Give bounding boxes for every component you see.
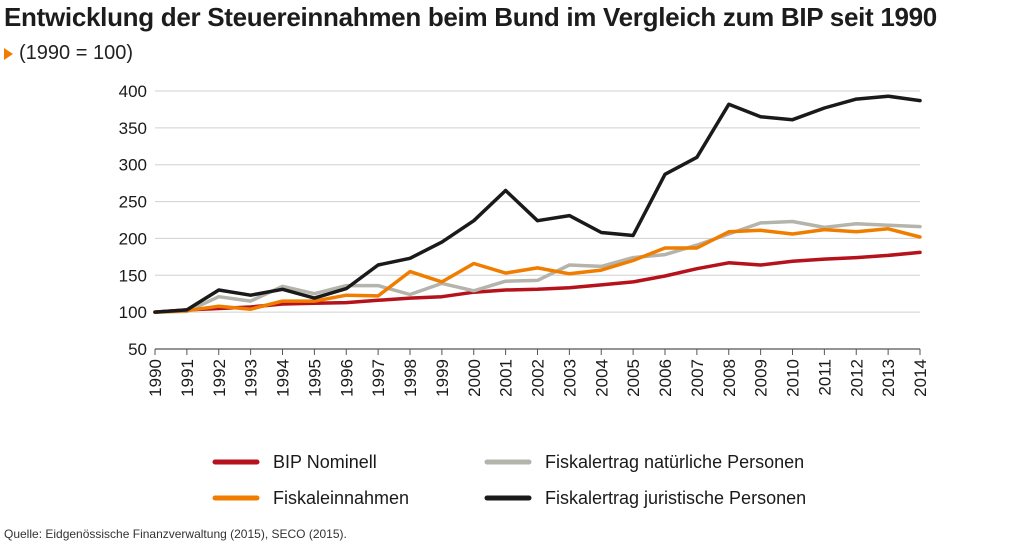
- triangle-bullet-icon: [4, 47, 13, 60]
- y-tick-label: 350: [119, 119, 147, 138]
- y-axis: 50 100 150 200 250 300 350 400: [119, 82, 147, 359]
- x-tick-label: 2008: [720, 359, 739, 397]
- series-line: [153, 227, 922, 314]
- legend: BIP Nominell Fiskalertrag natürliche Pers…: [212, 452, 806, 508]
- subtitle-text: (1990 = 100): [19, 42, 133, 64]
- x-tick-label: 2001: [497, 359, 516, 397]
- legend-label: Fiskalertrag juristische Personen: [545, 488, 806, 508]
- x-tick-label: 1997: [369, 359, 388, 397]
- x-tick-label: 1990: [146, 359, 165, 397]
- legend-label: Fiskaleinnahmen: [273, 488, 409, 508]
- x-tick-label: 2006: [656, 359, 675, 397]
- x-tick-label: 1999: [433, 359, 452, 397]
- source-note: Quelle: Eidgenössische Finanzverwaltung …: [4, 527, 347, 541]
- x-tick-label: 1991: [178, 359, 197, 397]
- y-tick-label: 300: [119, 156, 147, 175]
- legend-label: BIP Nominell: [273, 452, 377, 472]
- x-tick-label: 2005: [624, 359, 643, 397]
- x-tick-label: 1996: [337, 359, 356, 397]
- series-lines: [153, 94, 922, 314]
- x-tick-label: 2010: [784, 359, 803, 397]
- x-tick-label: 2004: [592, 359, 611, 397]
- y-tick-label: 250: [119, 193, 147, 212]
- series-line: [153, 94, 922, 314]
- x-tick-label: 2007: [688, 359, 707, 397]
- x-tick-label: 2009: [752, 359, 771, 397]
- x-tick-label: 1995: [305, 359, 324, 397]
- y-tick-label: 400: [119, 82, 147, 101]
- chart-title: Entwicklung der Steuereinnahmen beim Bun…: [4, 2, 937, 32]
- x-tick-label: 1992: [210, 359, 229, 397]
- x-tick-label: 1993: [242, 359, 261, 397]
- y-tick-label: 50: [128, 340, 147, 359]
- x-tick-label: 2013: [879, 359, 898, 397]
- series-line: [153, 219, 922, 314]
- legend-label: Fiskalertrag natürliche Personen: [545, 452, 804, 472]
- x-tick-label: 2002: [529, 359, 548, 397]
- x-tick-label: 2014: [911, 359, 930, 397]
- series-line: [153, 250, 922, 314]
- x-tick-label: 1994: [274, 359, 293, 397]
- x-tick-label: 2000: [465, 359, 484, 397]
- y-tick-label: 150: [119, 266, 147, 285]
- x-axis: 1990 1991 1992 1993 1994 1995 1996 1997 1998 1999…: [146, 349, 930, 397]
- chart-subtitle: (1990 = 100): [4, 42, 133, 65]
- x-tick-label: 2011: [815, 359, 834, 396]
- x-tick-label: 2012: [847, 359, 866, 397]
- y-tick-label: 200: [119, 229, 147, 248]
- x-tick-label: 1998: [401, 359, 420, 397]
- y-tick-label: 100: [119, 303, 147, 322]
- x-tick-label: 2003: [560, 359, 579, 397]
